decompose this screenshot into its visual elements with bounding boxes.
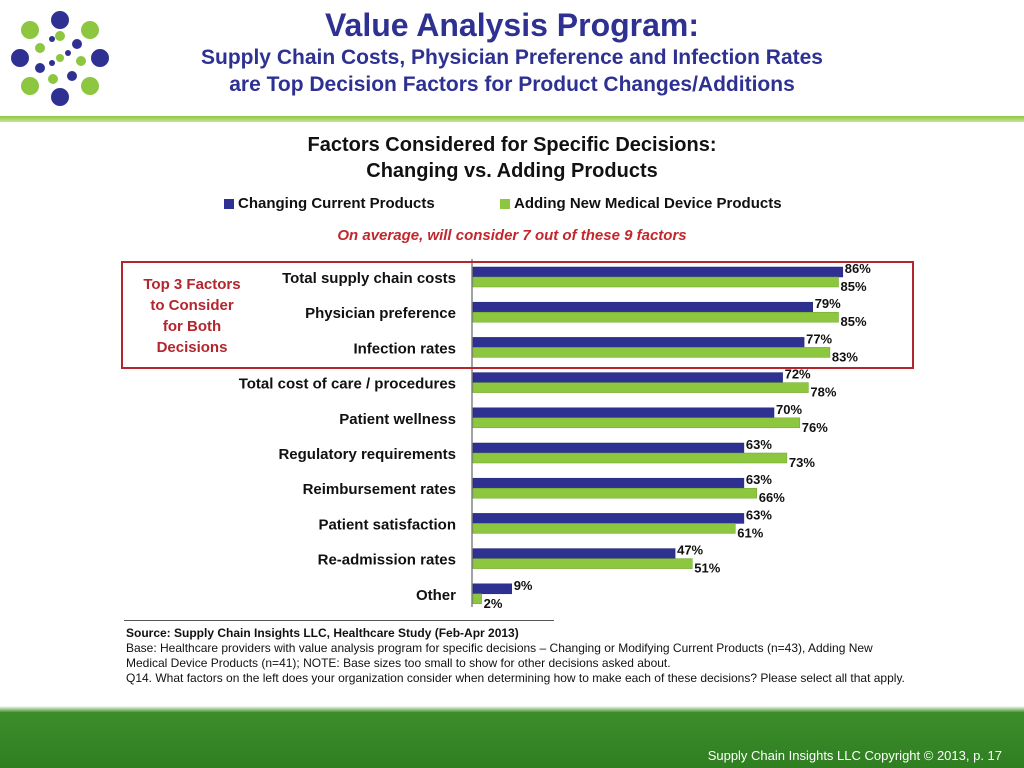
chart-title-line-2: Changing vs. Adding Products	[366, 160, 658, 182]
question-note: Q14. What factors on the left does your …	[126, 671, 905, 685]
data-label-changing: 63%	[746, 437, 772, 452]
data-label-adding: 85%	[841, 279, 867, 294]
bar-changing	[472, 583, 512, 595]
data-label-adding: 78%	[810, 385, 836, 400]
top-three-label-line-2: to Consider	[150, 297, 234, 314]
category-label: Patient wellness	[339, 411, 456, 428]
data-label-changing: 9%	[514, 578, 533, 593]
bar-adding	[472, 558, 693, 569]
bar-adding	[472, 347, 831, 358]
legend-item-changing: Changing Current Products	[224, 195, 435, 212]
bar-adding	[472, 452, 788, 464]
data-label-adding: 61%	[737, 525, 763, 540]
data-label-changing: 63%	[746, 472, 772, 487]
data-label-adding: 51%	[694, 561, 720, 576]
bar-changing	[472, 372, 783, 383]
bar-adding	[472, 523, 736, 534]
top-three-label: Top 3 Factors to Consider for Both Decis…	[126, 274, 258, 358]
top-three-label-line-4: Decisions	[156, 339, 228, 356]
category-label: Physician preference	[305, 305, 456, 322]
bar-changing	[472, 477, 745, 489]
footer-bar: Supply Chain Insights LLC Copyright © 20…	[0, 706, 1024, 768]
base-note-line-2: Medical Device Products (n=41); NOTE: Ba…	[126, 656, 671, 670]
legend-item-adding: Adding New Medical Device Products	[500, 195, 782, 212]
copyright: Supply Chain Insights LLC Copyright © 20…	[707, 748, 1002, 763]
data-label-adding: 83%	[832, 349, 858, 364]
data-label-changing: 47%	[677, 543, 703, 558]
bar-chart: Total supply chain costs 86% 85% Physician …	[239, 259, 871, 611]
legend-label-adding: Adding New Medical Device Products	[514, 195, 782, 212]
data-label-changing: 79%	[815, 296, 841, 311]
data-label-adding: 73%	[789, 455, 815, 470]
bar-adding	[472, 487, 758, 499]
top-three-label-line-1: Top 3 Factors	[143, 276, 241, 293]
data-label-adding: 2%	[484, 596, 503, 611]
top-three-highlight-box	[121, 261, 914, 369]
category-label: Other	[416, 587, 456, 604]
chart-title-line-1: Factors Considered for Specific Decision…	[307, 134, 717, 156]
category-label: Regulatory requirements	[278, 446, 456, 463]
data-label-adding: 76%	[802, 420, 828, 435]
data-label-changing: 77%	[806, 331, 832, 346]
bar-adding	[472, 417, 801, 429]
category-label: Infection rates	[353, 340, 456, 357]
legend-label-changing: Changing Current Products	[238, 195, 435, 212]
data-label-adding: 66%	[759, 490, 785, 505]
dotted-starburst-logo-icon	[11, 11, 109, 106]
slide-header: Value Analysis Program: Supply Chain Cos…	[120, 6, 904, 98]
data-label-changing: 72%	[785, 367, 811, 382]
slide-subtitle-line-2: are Top Decision Factors for Product Cha…	[229, 73, 795, 96]
bar-adding	[472, 382, 809, 393]
category-label: Patient satisfaction	[318, 516, 456, 533]
header-divider	[0, 116, 1024, 122]
chart-title: Factors Considered for Specific Decision…	[0, 132, 1024, 184]
data-label-changing: 63%	[746, 507, 772, 522]
source-title: Source: Supply Chain Insights LLC, Healt…	[126, 626, 519, 640]
top-three-label-line-3: for Both	[162, 318, 222, 335]
source-divider	[124, 620, 554, 621]
bar-adding	[472, 311, 839, 323]
category-label: Re-admission rates	[318, 552, 456, 569]
category-label: Total supply chain costs	[282, 270, 456, 287]
legend-swatch-adding	[500, 198, 510, 209]
category-label: Reimbursement rates	[303, 481, 456, 498]
bar-changing	[472, 548, 676, 559]
slide-title: Value Analysis Program:	[324, 7, 700, 43]
slide-subtitle-line-1: Supply Chain Costs, Physician Preference…	[200, 46, 823, 69]
data-label-changing: 86%	[845, 261, 871, 276]
source-notes: Source: Supply Chain Insights LLC, Healt…	[126, 626, 986, 686]
data-label-adding: 85%	[841, 314, 867, 329]
base-note-line-1: Base: Healthcare providers with value an…	[126, 641, 873, 655]
chart-annotation: On average, will consider 7 out of these…	[337, 227, 687, 244]
bar-changing	[472, 513, 745, 524]
bar-adding	[472, 593, 482, 605]
bar-changing	[472, 407, 775, 419]
data-label-changing: 70%	[776, 402, 802, 417]
bar-changing	[472, 442, 745, 454]
legend-swatch-changing	[224, 198, 234, 209]
bar-adding	[472, 276, 839, 288]
category-label: Total cost of care / procedures	[239, 376, 456, 393]
